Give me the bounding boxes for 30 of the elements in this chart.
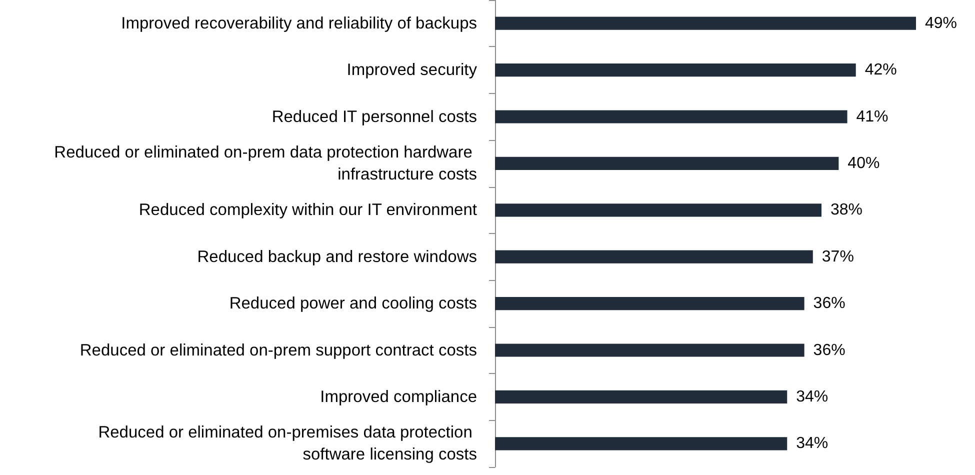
bar — [495, 250, 813, 264]
y-tick-label: Reduced power and cooling costs — [229, 294, 477, 313]
bar — [495, 204, 822, 217]
data-label: 38% — [830, 202, 863, 219]
y-tick-label: Improved security — [346, 61, 478, 80]
bar — [495, 437, 788, 450]
y-tick-label: Reduced or eliminated on-premises data protection software licensing costs — [98, 424, 477, 464]
data-label: 34% — [796, 435, 828, 452]
y-tick-label: Reduced or eliminated on-prem data protection hardware infrastructure costs — [54, 143, 477, 184]
bar — [495, 110, 848, 124]
y-tick-label: Reduced backup and restore windows — [197, 248, 477, 266]
data-label: 49% — [925, 14, 958, 32]
y-tick-label: Improved recoverability and reliability of backups — [121, 14, 477, 32]
data-label: 36% — [813, 342, 846, 359]
y-tick-label: Reduced or eliminated on-prem support contract costs — [80, 341, 477, 360]
data-label: 34% — [796, 388, 828, 406]
bar — [495, 16, 916, 30]
data-label: 41% — [856, 108, 888, 126]
y-tick-label: Improved compliance — [320, 388, 477, 406]
data-label: 36% — [813, 295, 846, 312]
bar — [495, 390, 788, 404]
data-label: 37% — [822, 248, 854, 266]
bar — [495, 156, 839, 170]
y-tick-label: Reduced complexity within our IT environment — [138, 201, 478, 220]
bar — [495, 64, 856, 77]
bar — [495, 297, 804, 310]
data-label: 40% — [848, 154, 880, 172]
bar — [495, 344, 804, 357]
data-label: 42% — [864, 62, 897, 79]
y-tick-label: Reduced IT personnel costs — [272, 108, 477, 126]
